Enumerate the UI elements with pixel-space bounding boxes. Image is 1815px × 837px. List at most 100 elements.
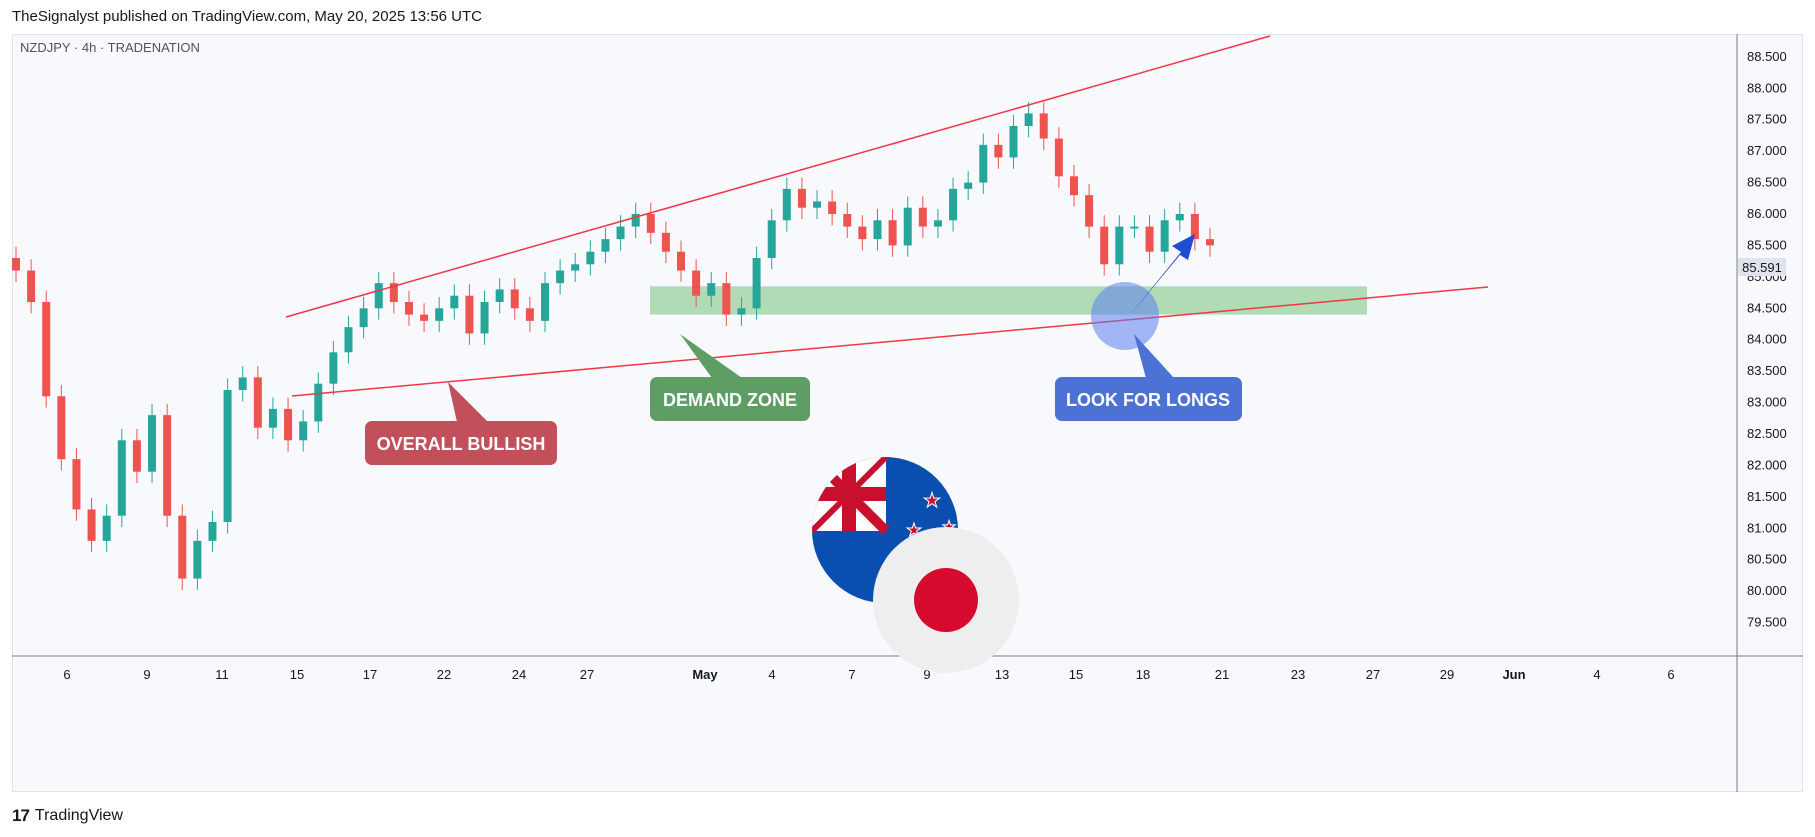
upper-trendline: [285, 35, 1271, 318]
candle: [1115, 215, 1124, 276]
candle: [556, 259, 565, 295]
time-tick: 21: [1215, 667, 1229, 682]
candle: [767, 208, 776, 270]
symbol-label: NZDJPY · 4h · TRADENATION: [20, 40, 200, 55]
candle: [888, 208, 897, 257]
candle: [540, 271, 549, 333]
candle: [374, 271, 383, 320]
time-tick: 13: [995, 667, 1009, 682]
candle: [208, 510, 217, 553]
publish-info: TheSignalyst published on TradingView.co…: [12, 8, 482, 25]
time-tick: 6: [63, 667, 70, 682]
price-tick: 84.500: [1747, 300, 1787, 315]
overall-bullish-label: OVERALL BULLISH: [377, 434, 546, 454]
candle: [858, 215, 867, 251]
candle: [601, 227, 610, 264]
time-tick: 24: [512, 667, 526, 682]
price-tick: 84.000: [1747, 332, 1787, 347]
candle: [571, 252, 580, 282]
price-tick: 82.000: [1747, 457, 1787, 472]
candle: [299, 410, 308, 452]
time-tick: 27: [1366, 667, 1380, 682]
candle: [994, 133, 1003, 169]
candle: [223, 378, 232, 534]
time-tick: Jun: [1502, 667, 1525, 682]
price-tick: 88.000: [1747, 80, 1787, 95]
candle: [57, 384, 66, 471]
brand-name: TradingView: [34, 807, 123, 824]
time-tick: 11: [215, 667, 229, 682]
demand-zone-rect: [650, 286, 1367, 315]
candle: [586, 240, 595, 276]
candle: [1100, 215, 1109, 276]
time-tick: 17: [363, 667, 377, 682]
candle: [268, 397, 277, 440]
time-tick: 22: [437, 667, 451, 682]
candle: [480, 290, 489, 345]
price-tick: 82.500: [1747, 426, 1787, 441]
candle: [797, 177, 806, 220]
time-tick: 6: [1667, 667, 1674, 682]
time-tick: 9: [143, 667, 150, 682]
candle: [843, 202, 852, 238]
candle: [132, 428, 141, 484]
candle: [1069, 164, 1078, 207]
time-tick: 27: [580, 667, 594, 682]
price-chart[interactable]: NZDJPY · 4h · TRADENATION 88.500 88.000 87…: [12, 34, 1803, 792]
candle: [404, 290, 413, 326]
entry-marker: [1091, 282, 1159, 350]
candle: [1145, 215, 1154, 264]
lower-trendline: [291, 286, 1489, 397]
candle: [465, 284, 474, 345]
candle: [964, 171, 973, 201]
candle: [707, 271, 716, 308]
candle: [12, 246, 20, 282]
time-tick: May: [692, 667, 718, 682]
candle: [782, 177, 791, 232]
candle: [435, 296, 444, 333]
time-axis: 6 9 11 15 17 22 24 27 May 4 7 9 13 15 18 21 23 27 29 Jun 4 6: [63, 667, 1674, 682]
candle: [1190, 202, 1199, 251]
candle: [389, 271, 398, 314]
candle: [284, 397, 293, 452]
time-tick: 29: [1440, 667, 1454, 682]
time-tick: 15: [1069, 667, 1083, 682]
price-tick: 86.500: [1747, 175, 1787, 190]
price-tick: 81.000: [1747, 520, 1787, 535]
time-tick: 23: [1291, 667, 1305, 682]
candle: [933, 208, 942, 238]
price-tick: 85.500: [1747, 237, 1787, 252]
price-tick: 86.000: [1747, 206, 1787, 221]
price-tick: 87.000: [1747, 143, 1787, 158]
candles: [12, 102, 1214, 590]
look-for-longs-callout: LOOK FOR LONGS: [1055, 334, 1242, 421]
candle: [918, 196, 927, 238]
candle: [1054, 127, 1063, 188]
chart-frame: [12, 34, 1803, 792]
candle: [737, 296, 746, 326]
candle: [1009, 114, 1018, 169]
time-tick: 4: [1593, 667, 1600, 682]
candle: [450, 284, 459, 320]
candle: [238, 366, 247, 402]
price-tick: 80.000: [1747, 583, 1787, 598]
time-tick: 18: [1136, 667, 1150, 682]
price-tick: 88.500: [1747, 49, 1787, 64]
candle: [495, 278, 504, 314]
price-tick: 80.500: [1747, 552, 1787, 567]
candle: [1024, 102, 1033, 138]
price-tick: 83.000: [1747, 395, 1787, 410]
price-axis: 88.500 88.000 87.500 87.000 86.500 86.000 85.5…: [1747, 49, 1787, 630]
footer: 17 TradingView: [12, 804, 123, 828]
candle: [344, 315, 353, 364]
candle: [677, 240, 686, 282]
demand-zone-label: DEMAND ZONE: [663, 390, 797, 410]
candle: [193, 529, 202, 590]
candle: [1175, 202, 1184, 232]
candle: [42, 290, 51, 408]
japan-flag-icon: [873, 527, 1019, 673]
candle: [949, 177, 958, 232]
demand-zone-callout: DEMAND ZONE: [650, 334, 810, 421]
candle: [510, 278, 519, 320]
candle: [903, 196, 912, 257]
